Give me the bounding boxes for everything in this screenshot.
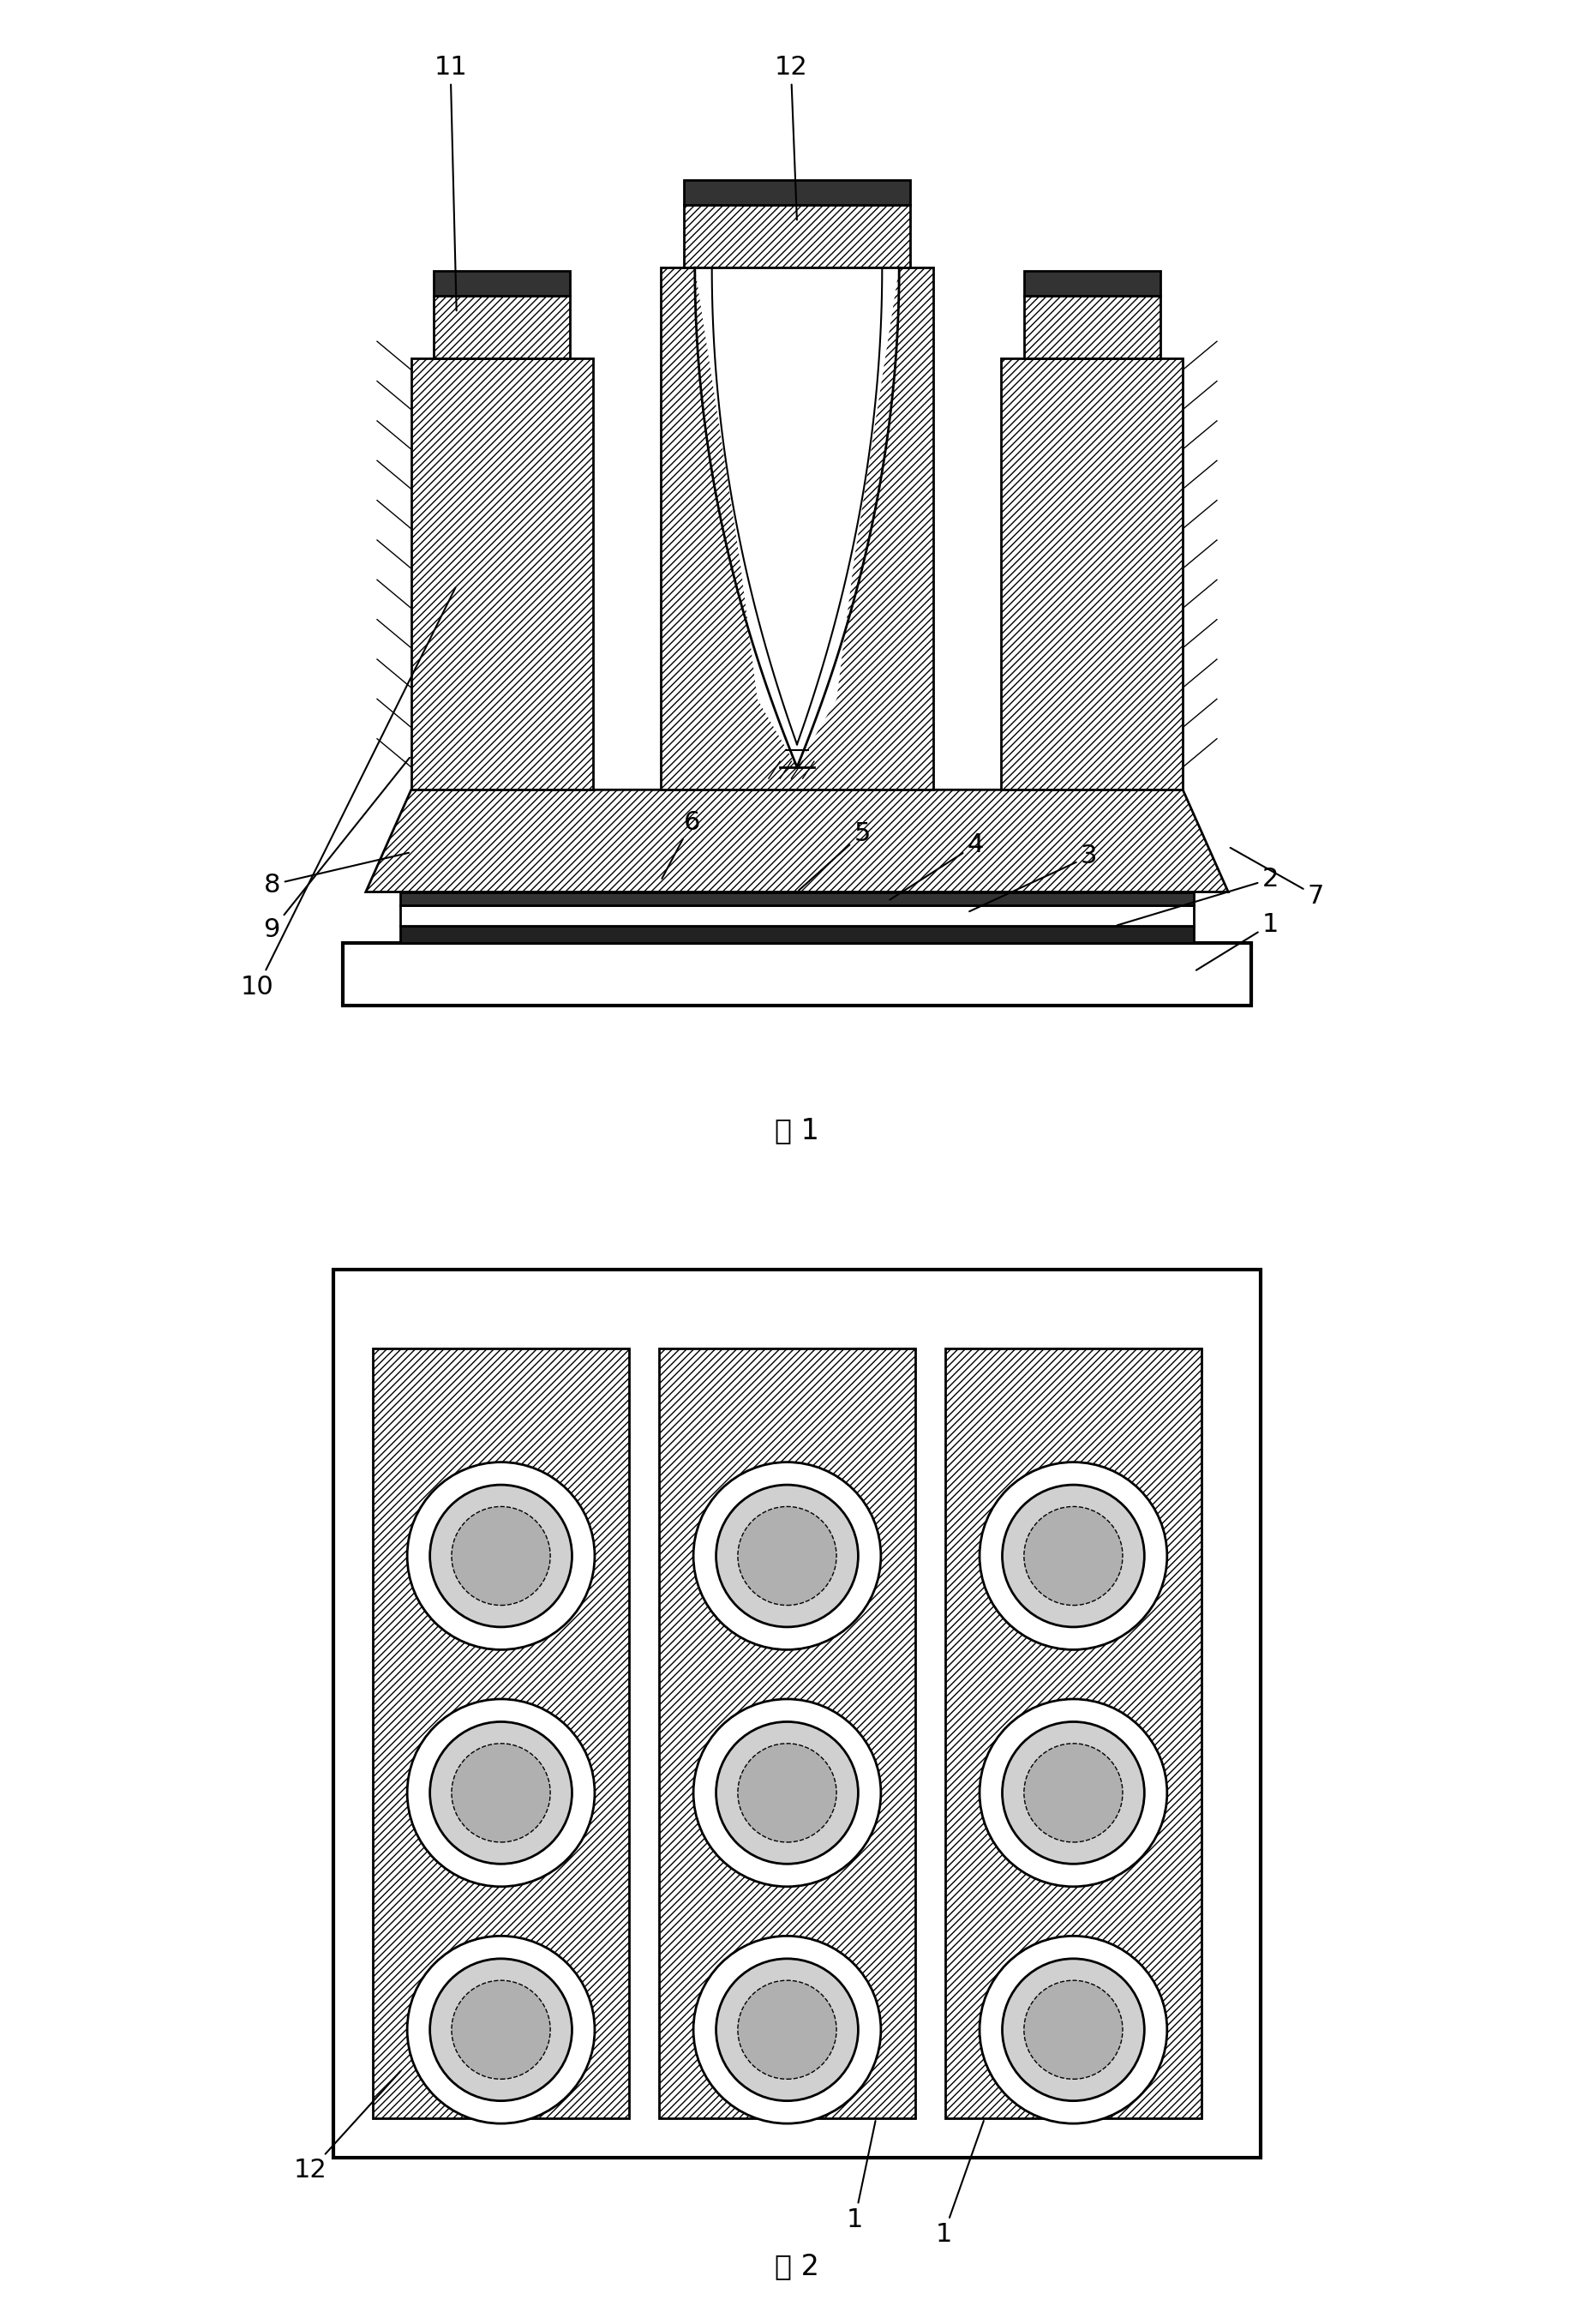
Circle shape — [1003, 1722, 1144, 1864]
Circle shape — [406, 1699, 595, 1887]
Circle shape — [430, 1485, 572, 1627]
Circle shape — [980, 1462, 1167, 1650]
Circle shape — [738, 1506, 837, 1606]
Circle shape — [716, 1485, 858, 1627]
Bar — [1023, 295, 1160, 358]
Circle shape — [738, 1743, 837, 1843]
Circle shape — [1023, 1980, 1122, 2080]
Bar — [400, 925, 1194, 944]
Text: 1: 1 — [1196, 911, 1278, 969]
Bar — [434, 295, 571, 358]
Circle shape — [693, 1936, 881, 2124]
Circle shape — [693, 1462, 881, 1650]
Text: 4: 4 — [889, 832, 983, 899]
Bar — [333, 1269, 1261, 2159]
Circle shape — [716, 1722, 858, 1864]
Bar — [1023, 272, 1160, 295]
Circle shape — [430, 1959, 572, 2101]
Circle shape — [406, 1936, 595, 2124]
Circle shape — [980, 1936, 1167, 2124]
Circle shape — [1023, 1743, 1122, 1843]
Bar — [684, 181, 910, 205]
Text: 12: 12 — [293, 2071, 400, 2182]
Polygon shape — [411, 358, 593, 790]
Circle shape — [451, 1506, 550, 1606]
Bar — [684, 205, 910, 267]
Text: 12: 12 — [775, 56, 808, 221]
Circle shape — [980, 1699, 1167, 1887]
Circle shape — [716, 1959, 858, 2101]
Text: 1: 1 — [936, 2122, 983, 2247]
Text: 11: 11 — [434, 56, 467, 311]
Text: 1: 1 — [846, 2122, 875, 2233]
Text: 2: 2 — [1117, 867, 1278, 925]
Text: 8: 8 — [263, 853, 408, 897]
Circle shape — [1003, 1485, 1144, 1627]
Polygon shape — [1001, 358, 1183, 790]
Text: 图 2: 图 2 — [775, 2252, 819, 2280]
Circle shape — [1023, 1506, 1122, 1606]
Circle shape — [738, 1980, 837, 2080]
Bar — [658, 1348, 915, 2119]
Text: 3: 3 — [969, 844, 1097, 911]
Circle shape — [406, 1462, 595, 1650]
Circle shape — [451, 1980, 550, 2080]
Text: 6: 6 — [662, 809, 700, 878]
Text: 7: 7 — [1231, 848, 1325, 909]
Bar — [373, 1348, 630, 2119]
Polygon shape — [662, 267, 932, 790]
Polygon shape — [695, 267, 899, 767]
Circle shape — [1003, 1959, 1144, 2101]
Circle shape — [693, 1699, 881, 1887]
Bar — [400, 892, 1194, 906]
Text: 10: 10 — [241, 588, 456, 999]
Bar — [400, 906, 1194, 925]
Polygon shape — [365, 790, 1229, 892]
Bar — [945, 1348, 1202, 2119]
Circle shape — [430, 1722, 572, 1864]
Bar — [343, 944, 1251, 1006]
Text: 图 1: 图 1 — [775, 1116, 819, 1143]
Bar — [434, 272, 571, 295]
Text: 5: 5 — [799, 820, 870, 890]
Circle shape — [451, 1743, 550, 1843]
Text: 9: 9 — [263, 758, 410, 944]
